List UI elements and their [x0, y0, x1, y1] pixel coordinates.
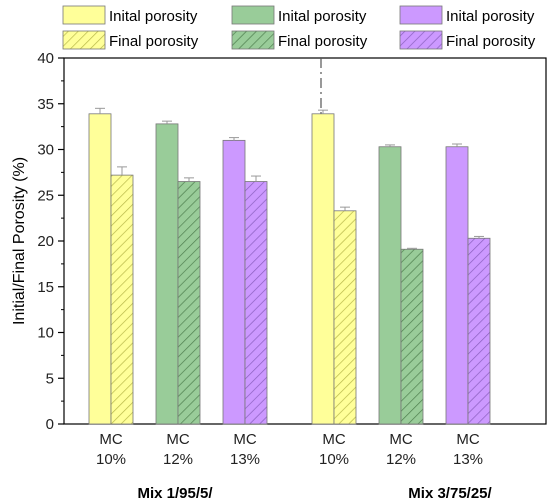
category-label-line2: 12%: [163, 451, 193, 468]
bar-final: [400, 248, 424, 425]
legend: Inital porosity Final porosity Inital poro…: [62, 5, 536, 50]
category-label-line1: MC: [389, 431, 412, 448]
bar-initial: [88, 113, 112, 425]
legend-label: Inital porosity: [109, 8, 198, 25]
category-label-line2: 13%: [453, 451, 483, 468]
y-axis-title: Initial/Final Porosity (%): [11, 157, 28, 325]
y-tick-label: 5: [46, 370, 54, 387]
group-label: Mix 3/75/25/: [408, 485, 492, 502]
legend-label: Final porosity: [278, 33, 368, 50]
bar-final: [244, 181, 268, 425]
legend-swatch: [62, 5, 106, 25]
category-label-line1: MC: [99, 431, 122, 448]
legend-swatch: [62, 30, 106, 50]
bar-final: [467, 237, 491, 425]
legend-label: Final porosity: [446, 33, 536, 50]
category-label-line1: MC: [456, 431, 479, 448]
category-labels: MC 10% MC 12% MC 13% Mix 1/95/5/MC 10% MC 12% MC 13…: [96, 431, 493, 502]
bar-final: [110, 174, 134, 425]
y-tick-label: 35: [37, 96, 54, 113]
bar-final: [333, 210, 357, 425]
group-label: Mix 1/95/5/: [137, 485, 213, 502]
category-label-line1: MC: [233, 431, 256, 448]
bar-initial: [155, 123, 179, 425]
category-label-line2: 10%: [319, 451, 349, 468]
y-tick-label: 25: [37, 187, 54, 204]
legend-swatch: [231, 30, 275, 50]
y-tick-label: 10: [37, 325, 54, 342]
y-tick-label: 40: [37, 50, 54, 67]
y-tick-label: 20: [37, 233, 54, 250]
y-tick-label: 0: [46, 416, 54, 433]
legend-label: Inital porosity: [446, 8, 535, 25]
bars: [88, 107, 491, 425]
category-label-line2: 13%: [230, 451, 260, 468]
y-tick-label: 30: [37, 142, 54, 159]
legend-label: Final porosity: [109, 33, 199, 50]
bar-initial: [222, 139, 246, 425]
bar-initial: [378, 146, 402, 425]
legend-swatch: [231, 5, 275, 25]
bar-final: [177, 181, 201, 425]
category-label-line2: 10%: [96, 451, 126, 468]
legend-label: Inital porosity: [278, 8, 367, 25]
bar-initial: [311, 113, 335, 425]
axes: 0 5 10 15 20 25 30 35 40: [37, 50, 547, 433]
category-label-line1: MC: [166, 431, 189, 448]
category-label-line1: MC: [322, 431, 345, 448]
bar-initial: [445, 146, 469, 425]
legend-swatch: [399, 5, 443, 25]
category-label-line2: 12%: [386, 451, 416, 468]
legend-swatch: [399, 30, 443, 50]
y-tick-label: 15: [37, 279, 54, 296]
